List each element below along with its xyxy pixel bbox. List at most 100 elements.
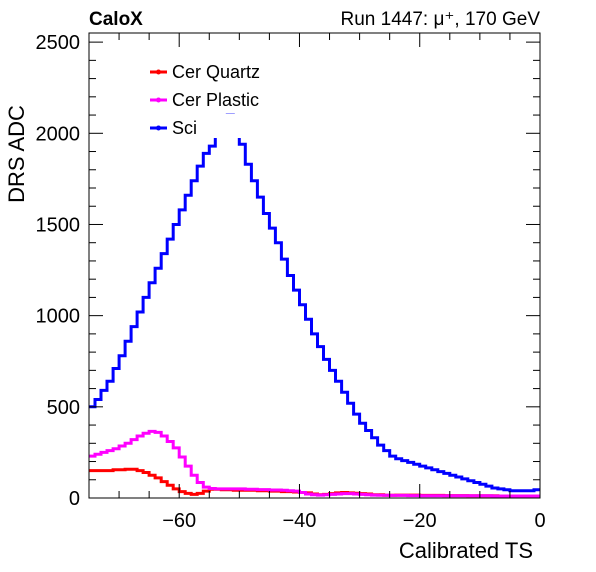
series-1-point	[350, 493, 352, 495]
legend-label: Cer Quartz	[172, 62, 260, 82]
y-tick-label: 2500	[36, 32, 81, 54]
series-1-point	[121, 445, 123, 447]
y-tick-label: 2000	[36, 123, 81, 145]
series-1-point	[103, 451, 105, 453]
series-1-point	[368, 494, 370, 496]
series-2-point	[175, 223, 177, 226]
series-1-point	[404, 494, 406, 496]
series-2-point	[362, 422, 364, 424]
series-2-point	[265, 212, 267, 215]
series-0-point	[163, 481, 165, 483]
series-1-point	[452, 495, 454, 497]
series-1-point	[506, 495, 508, 497]
series-1-point	[325, 494, 328, 496]
series-1-point	[133, 439, 135, 441]
series-2-point	[470, 480, 472, 482]
series-1-point	[446, 495, 448, 497]
series-1-point	[476, 495, 478, 497]
series-2-point	[368, 429, 370, 432]
series-1-point	[217, 488, 219, 490]
series-0-point	[115, 469, 117, 471]
series-2-point	[319, 346, 322, 348]
series-2-point	[283, 258, 285, 260]
series-1-point	[193, 474, 195, 476]
y-tick-label: 1500	[36, 214, 81, 236]
series-2-point	[350, 402, 352, 404]
series-1-point	[434, 495, 436, 497]
series-2-point	[518, 490, 520, 492]
plot-frame	[88, 32, 541, 499]
series-2-point	[398, 458, 400, 460]
x-tick-label: 0	[534, 510, 545, 532]
y-tick-label: 500	[47, 397, 80, 419]
series-1-point	[301, 491, 304, 494]
legend: Cer Quartz Cer Plastic Sci	[146, 58, 346, 138]
series-1-point	[374, 494, 376, 496]
series-2-point	[494, 487, 496, 489]
series-2-point	[440, 471, 442, 473]
series-2-point	[103, 389, 105, 391]
series-1-point	[97, 453, 99, 455]
series-2-point	[121, 355, 123, 357]
series-2-point	[338, 380, 340, 382]
series-2-point	[253, 180, 255, 182]
series-2-point	[488, 485, 490, 487]
series-2-point	[452, 474, 454, 476]
legend-bg	[146, 58, 346, 82]
series-1-point	[265, 489, 267, 491]
header-left-label: CaloX	[89, 9, 143, 30]
series-1-point	[398, 494, 400, 496]
x-axis-label: Calibrated TS	[399, 538, 533, 563]
series-1-point	[428, 495, 430, 497]
series-2-point	[295, 289, 298, 291]
series-2-point	[193, 180, 195, 182]
series-0-point	[145, 471, 147, 474]
series-1-point	[440, 495, 442, 497]
series-2-point	[259, 196, 261, 198]
series-2-point	[151, 282, 153, 284]
series-2-point	[392, 455, 394, 457]
series-1-point	[247, 488, 249, 490]
series-2-point	[344, 391, 346, 393]
series-1-point	[422, 495, 424, 497]
series-2-point	[422, 465, 424, 467]
series-1-point	[319, 494, 322, 496]
series-2-point	[374, 437, 376, 439]
series-1-point	[175, 447, 177, 449]
series-1-point	[199, 481, 201, 484]
series-2-point	[530, 490, 532, 492]
header-right-label: Run 1447: μ⁺, 170 GeV	[341, 9, 541, 30]
series-1-point	[392, 494, 394, 496]
series-1-point	[494, 495, 496, 497]
legend-marker	[156, 97, 161, 103]
series-1-point	[386, 494, 388, 496]
series-2-point	[356, 413, 358, 415]
series-2-point	[199, 165, 201, 167]
series-2-point	[476, 481, 478, 484]
series-2-point	[187, 194, 189, 196]
series-2-point	[410, 461, 412, 463]
series-0-point	[175, 488, 177, 490]
series-1-point	[362, 493, 364, 495]
series-2-point	[416, 463, 418, 465]
series-2-point	[524, 490, 526, 492]
series-1-point	[530, 495, 532, 497]
legend-bg	[146, 114, 346, 138]
series-1-point	[344, 493, 346, 495]
series-2-point	[331, 369, 334, 371]
x-tick-label: −20	[403, 510, 437, 532]
series-1-point	[139, 435, 141, 437]
series-2-point	[145, 296, 147, 298]
legend-marker	[156, 69, 161, 75]
series-1-point	[229, 488, 231, 490]
series-2-point	[458, 476, 460, 478]
series-1-point	[410, 495, 412, 497]
x-tick-label: −40	[282, 510, 316, 532]
series-0-point	[151, 474, 153, 476]
series-1-point	[488, 495, 490, 497]
series-layer	[89, 113, 540, 498]
series-1-point	[380, 494, 382, 496]
series-1-point	[277, 489, 279, 491]
series-0-point	[169, 484, 171, 486]
series-1-point	[163, 435, 165, 437]
